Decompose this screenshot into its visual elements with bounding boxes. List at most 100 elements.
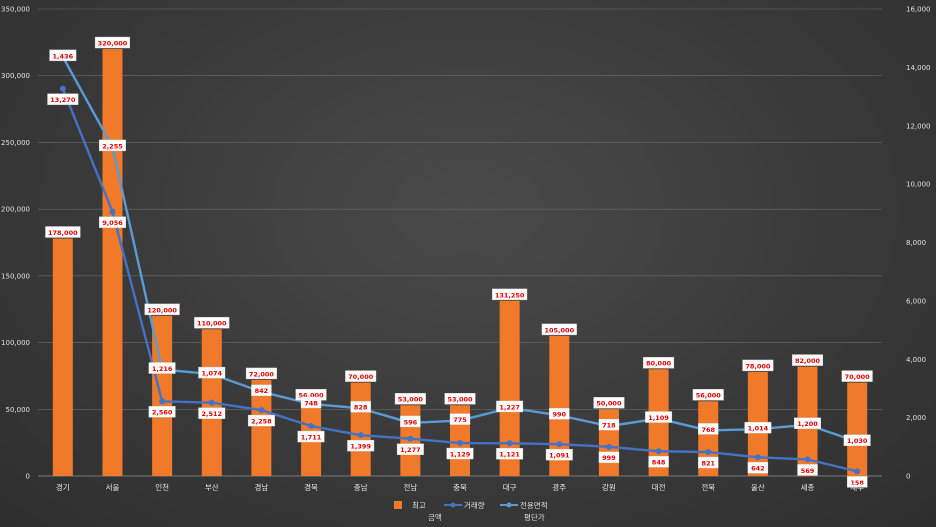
data-label: 70,000 — [345, 370, 377, 382]
data-label-box — [492, 288, 528, 301]
data-label-box — [794, 417, 821, 429]
data-label-box — [593, 397, 625, 409]
data-label: 1,091 — [545, 448, 573, 461]
data-label-text: 53,000 — [398, 396, 424, 404]
data-label-box — [198, 407, 226, 419]
data-label-text: 990 — [553, 411, 567, 419]
data-label-box — [692, 389, 724, 401]
data-label: 50,000 — [593, 397, 625, 409]
data-label: 828 — [350, 401, 371, 413]
data-label-text: 1,711 — [301, 433, 322, 441]
data-label-text: 569 — [801, 467, 815, 475]
series-point — [109, 208, 116, 215]
data-label-box — [194, 317, 230, 329]
data-label-text: 642 — [751, 465, 765, 473]
data-label-text: 596 — [404, 418, 418, 426]
data-label-text: 72,000 — [249, 370, 275, 378]
data-label-text: 50,000 — [596, 400, 622, 408]
data-label: 70,000 — [841, 370, 873, 382]
legend-label: 금액 — [428, 512, 442, 522]
right-tick-label: 10,000 — [906, 181, 931, 189]
data-label: 82,000 — [792, 354, 824, 366]
data-label-text: 1,074 — [201, 370, 222, 378]
data-label: 56,000 — [692, 389, 724, 401]
legend-marker — [506, 502, 512, 508]
series-point — [357, 432, 364, 439]
right-tick-label: 0 — [906, 473, 910, 481]
data-label: 768 — [698, 423, 719, 435]
data-label: 1,129 — [446, 447, 474, 460]
category-label: 전남 — [403, 482, 417, 492]
data-label-text: 2,512 — [201, 410, 222, 418]
data-label: 848 — [648, 456, 669, 468]
data-label-box — [297, 430, 325, 443]
data-label-box — [645, 411, 673, 423]
data-label: 78,000 — [742, 359, 774, 372]
data-label-text: 13,270 — [50, 96, 76, 104]
data-label-text: 110,000 — [197, 320, 227, 328]
data-label-text: 748 — [304, 399, 318, 407]
data-label-text: 999 — [602, 454, 616, 462]
series-point — [59, 85, 66, 92]
data-label-text: 131,250 — [495, 291, 525, 299]
data-label: 53,000 — [444, 393, 476, 405]
data-label-box — [400, 415, 421, 428]
data-label-text: 53,000 — [447, 396, 473, 404]
left-tick-label: 0 — [26, 473, 30, 481]
data-label: 1,014 — [744, 421, 772, 434]
series-point — [754, 454, 761, 461]
legend-item: 거래량 — [444, 501, 485, 510]
data-label-box — [394, 393, 426, 405]
series-point — [506, 440, 513, 447]
data-label-text: 158 — [850, 479, 864, 487]
data-label-box — [747, 462, 769, 474]
data-label-box — [541, 323, 577, 336]
right-tick-label: 2,000 — [906, 414, 926, 422]
series-point — [655, 448, 662, 455]
series-point — [854, 468, 861, 475]
left-tick-label: 300,000 — [1, 72, 30, 80]
category-label: 대구 — [503, 483, 517, 492]
right-axis: 0 2,000 4,000 6,000 8,000 10,000 12,000 14,000 1… — [906, 6, 931, 481]
data-label-box — [245, 367, 277, 380]
series-point — [308, 423, 315, 430]
data-label-text: 82,000 — [795, 357, 821, 365]
data-label: 2,560 — [148, 406, 176, 418]
data-label: 596 — [400, 415, 421, 428]
category-label: 인천 — [155, 482, 169, 492]
data-label-text: 70,000 — [348, 373, 374, 381]
data-label-text: 1,121 — [499, 451, 520, 459]
data-label: 1,711 — [297, 430, 325, 443]
data-label-text: 848 — [652, 459, 666, 467]
data-label: 990 — [549, 408, 570, 420]
data-label-text: 120,000 — [147, 306, 177, 314]
series-point — [457, 440, 463, 447]
category-label: 세종 — [801, 483, 815, 492]
data-label-text: 80,000 — [646, 360, 672, 368]
data-label-box — [444, 393, 476, 405]
category-label: 강원 — [602, 482, 616, 492]
data-label: 1,030 — [843, 434, 871, 446]
data-label-text: 1,227 — [499, 403, 520, 411]
right-tick-label: 14,000 — [906, 64, 931, 72]
category-label: 대전 — [652, 482, 666, 492]
right-tick-label: 8,000 — [906, 239, 926, 247]
data-label-text: 1,091 — [549, 452, 570, 460]
series-point — [804, 456, 811, 463]
legend-marker — [450, 502, 456, 508]
data-label: 1,399 — [347, 439, 375, 452]
data-label-text: 1,200 — [797, 420, 818, 428]
legend-label: 최고 — [412, 500, 426, 510]
data-label-box — [345, 370, 377, 382]
data-label: 999 — [598, 451, 620, 464]
data-label-box — [648, 456, 669, 468]
data-label-box — [742, 359, 774, 372]
data-label-box — [350, 401, 371, 413]
category-label: 서울 — [106, 483, 120, 492]
data-label-box — [843, 434, 871, 446]
data-label: 642 — [747, 462, 769, 474]
data-label-box — [797, 464, 818, 476]
series-point — [258, 407, 265, 414]
data-label: 178,000 — [45, 226, 81, 238]
data-label-text: 842 — [255, 387, 269, 395]
